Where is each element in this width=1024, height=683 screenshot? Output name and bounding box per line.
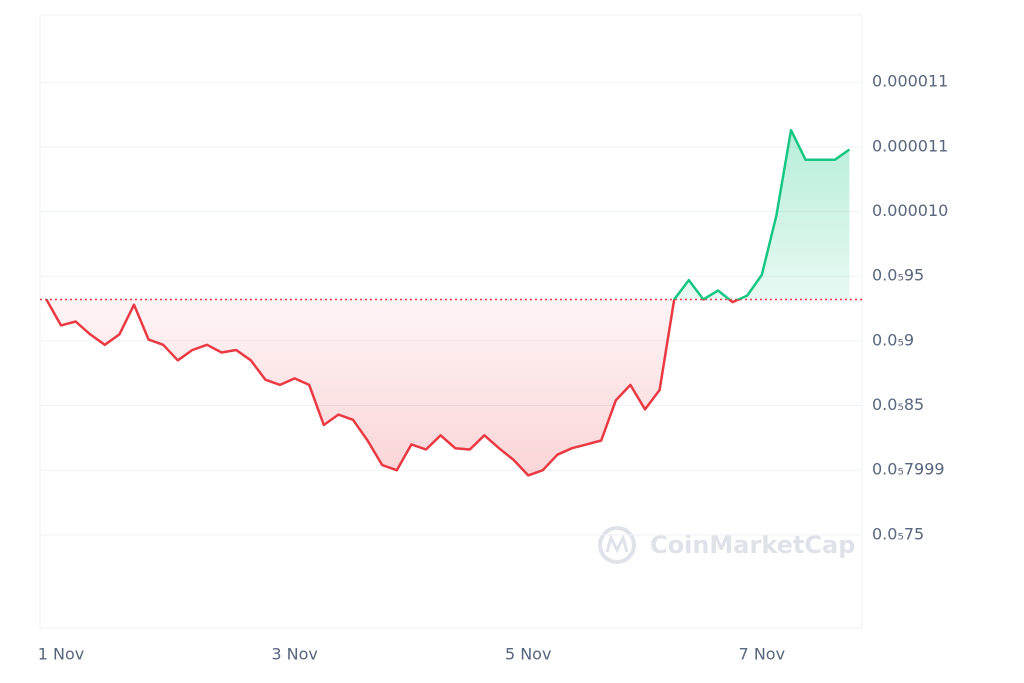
x-tick-label: 3 Nov: [271, 645, 318, 664]
price-line: [45, 128, 851, 477]
price-area: [46, 130, 850, 476]
watermark-text: CoinMarketCap: [650, 531, 855, 559]
y-tick-label: 0.0₅75: [872, 524, 924, 543]
y-tick-label: 0.0₅9: [872, 330, 914, 349]
x-tick-label: 5 Nov: [505, 645, 552, 664]
y-tick-label: 0.000011: [872, 136, 948, 155]
y-tick-label: 0.000010: [872, 201, 948, 220]
watermark: CoinMarketCap: [598, 526, 855, 564]
y-tick-label: 0.000011: [872, 72, 948, 91]
x-tick-label: 7 Nov: [739, 645, 786, 664]
watermark-logo: [598, 526, 636, 564]
y-tick-label: 0.0₅85: [872, 395, 924, 414]
x-tick-label: 1 Nov: [38, 645, 85, 664]
y-tick-label: 0.0₅95: [872, 266, 924, 285]
plot-frame: [39, 14, 863, 629]
y-tick-label: 0.0₅7999: [872, 460, 945, 479]
watermark-logo-mark: [605, 533, 629, 554]
